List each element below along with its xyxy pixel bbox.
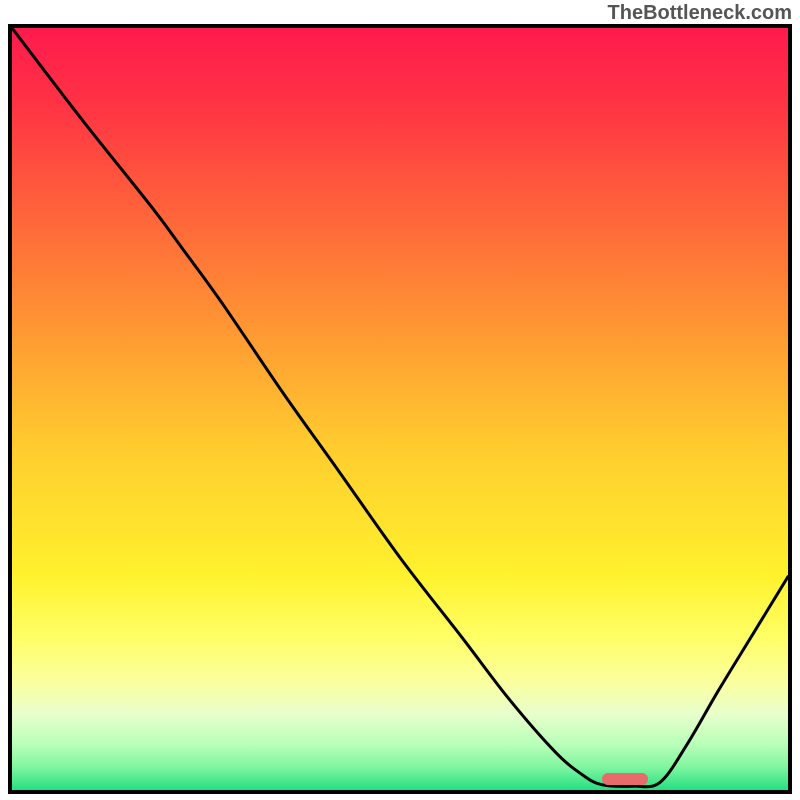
watermark-text: TheBottleneck.com: [608, 2, 792, 25]
chart-frame: [8, 24, 792, 794]
chart-curve: [12, 28, 788, 790]
optimum-marker: [602, 773, 649, 785]
